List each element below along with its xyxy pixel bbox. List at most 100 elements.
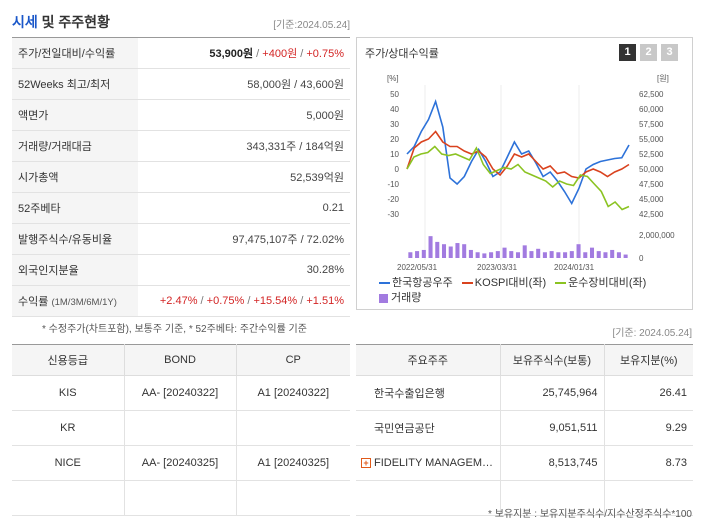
holder-shares: 25,745,964 — [499, 375, 604, 411]
chart-tab-2[interactable]: 2 — [640, 44, 657, 61]
volume-bar — [536, 248, 541, 258]
table-row: 국민연금공단 9,051,511 9.29 — [356, 410, 693, 446]
volume-tick-label: 2,000,000 — [639, 231, 675, 240]
holder-percent: 9.29 — [603, 410, 693, 446]
chart-tab-1[interactable]: 1 — [619, 44, 636, 61]
volume-bar — [408, 252, 413, 258]
holder-percent: 8.73 — [603, 445, 693, 481]
info-label: 외국인지분율 — [12, 254, 138, 286]
info-label: 52Weeks 최고/최저 — [12, 68, 138, 100]
holder-name: 국민연금공단 — [356, 410, 500, 446]
credit-rating-table: 신용등급 BOND CP KIS AA- [20240322] A1 [20240322… — [12, 344, 350, 516]
volume-bar — [448, 246, 453, 258]
expand-plus-icon[interactable]: + — [361, 458, 371, 469]
volume-bar — [623, 254, 628, 258]
info-label: 주가/전일대비/수익률 — [12, 37, 138, 69]
volume-bar — [610, 249, 615, 258]
holder-name — [356, 480, 500, 516]
volume-bar — [576, 244, 581, 258]
info-row: 액면가 5,000원 — [12, 99, 350, 131]
info-label: 거래량/거래대금 — [12, 130, 138, 162]
info-row: 52Weeks 최고/최저 58,000원 / 43,600원 — [12, 68, 350, 100]
credit-cell — [123, 480, 236, 516]
series-line-1 — [406, 130, 630, 179]
table-row: + FIDELITY MANAGEM… 8,513,745 8.73 — [356, 445, 693, 481]
holder-shares — [499, 480, 604, 516]
credit-header: BOND — [123, 344, 236, 376]
right-tick-label: 42,500 — [639, 210, 664, 219]
volume-bar — [441, 244, 447, 258]
holder-percent: 26.41 — [603, 375, 693, 411]
right-tick-label: 60,000 — [639, 105, 664, 114]
table-row: KIS AA- [20240322] A1 [20240322] — [12, 375, 350, 411]
credit-cell: AA- [20240325] — [123, 445, 236, 481]
credit-cell — [235, 480, 350, 516]
volume-bar — [455, 243, 460, 258]
info-value: 97,475,107주 / 72.02% — [138, 223, 350, 255]
series-line-0 — [406, 99, 630, 206]
volume-bar — [489, 252, 494, 258]
holder-shares: 8,513,745 — [499, 445, 604, 481]
info-value: 0.21 — [138, 192, 350, 224]
section-header: 시세 및 주주현황 [기준:2024.05.24] — [10, 8, 352, 32]
left-tick-label: 30 — [390, 120, 399, 129]
holder-shares: 9,051,511 — [499, 410, 604, 446]
chart-legend: 한국항공우주 KOSPI대비(좌) 운수장비대비(좌) 거래량 — [379, 276, 689, 306]
volume-bar — [529, 251, 534, 258]
volume-bar — [509, 251, 514, 258]
volume-bar — [428, 236, 433, 258]
volume-bar — [569, 251, 574, 258]
volume-bar — [549, 251, 554, 258]
volume-bar — [421, 249, 426, 258]
info-row: 발행주식수/유동비율 97,475,107주 / 72.02% — [12, 223, 350, 255]
legend-box-icon — [379, 293, 388, 303]
info-label: 시가총액 — [12, 161, 138, 193]
price-chart: [%] [원] 50 40 30 20 10 0 -10 -20 -30 62,500 60,000 57… — [387, 74, 675, 272]
chart-tab-3[interactable]: 3 — [661, 44, 678, 61]
volume-bar — [522, 245, 527, 258]
info-value: 343,331주 / 184억원 — [138, 130, 350, 162]
volume-bar — [583, 252, 588, 258]
info-value: 58,000원 / 43,600원 — [138, 68, 350, 100]
x-tick-label: 2023/03/31 — [477, 263, 518, 272]
credit-cell: KR — [12, 410, 124, 446]
left-tick-label: 50 — [390, 90, 399, 99]
info-value: +2.47% / +0.75% / +15.54% / +1.51% — [138, 285, 350, 317]
holder-name: 한국수출입은행 — [356, 375, 500, 411]
info-label: 52주베타 — [12, 192, 138, 224]
holders-header: 보유지분(%) — [603, 344, 693, 376]
left-tick-label: 40 — [390, 105, 399, 114]
holders-header: 보유주식수(보통) — [499, 344, 604, 376]
holder-name: + FIDELITY MANAGEM… — [356, 445, 500, 481]
credit-cell: KIS — [12, 375, 124, 411]
right-axis-label: [원] — [657, 74, 669, 83]
legend-item-price: 한국항공우주 — [379, 276, 453, 291]
volume-bar — [475, 252, 480, 258]
right-tick-label: 57,500 — [639, 120, 664, 129]
credit-cell: A1 [20240322] — [235, 375, 350, 411]
volume-bar — [596, 251, 601, 258]
volume-bar — [563, 252, 568, 258]
credit-cell — [123, 410, 236, 446]
volume-bar — [415, 251, 420, 258]
table-row — [12, 480, 350, 516]
volume-bar — [515, 252, 521, 258]
info-value: 52,539억원 — [138, 161, 350, 193]
left-tick-label: -30 — [387, 210, 399, 219]
table-row: KR — [12, 410, 350, 446]
price-note: * 수정주가(차트포함), 보통주 기준, * 52주베타: 주간수익률 기준 — [42, 324, 307, 335]
chart-title: 주가/상대수익률 — [365, 48, 439, 60]
holding-note: * 보유지분 : 보유지분주식수/지수산정주식수*100 — [488, 509, 692, 520]
x-tick-label: 2024/01/31 — [554, 263, 595, 272]
legend-line-icon — [555, 282, 567, 285]
info-label: 수익률 (1M/3M/6M/1Y) — [12, 285, 138, 317]
right-tick-label: 62,500 — [639, 90, 664, 99]
volume-bar — [589, 247, 595, 258]
volume-bar — [462, 244, 467, 258]
volume-bar — [435, 241, 440, 258]
left-tick-label: 0 — [395, 165, 400, 174]
left-axis-label: [%] — [387, 74, 399, 83]
table-row: NICE AA- [20240325] A1 [20240325] — [12, 445, 350, 481]
x-tick-label: 2022/05/31 — [397, 263, 438, 272]
info-value: 5,000원 — [138, 99, 350, 131]
